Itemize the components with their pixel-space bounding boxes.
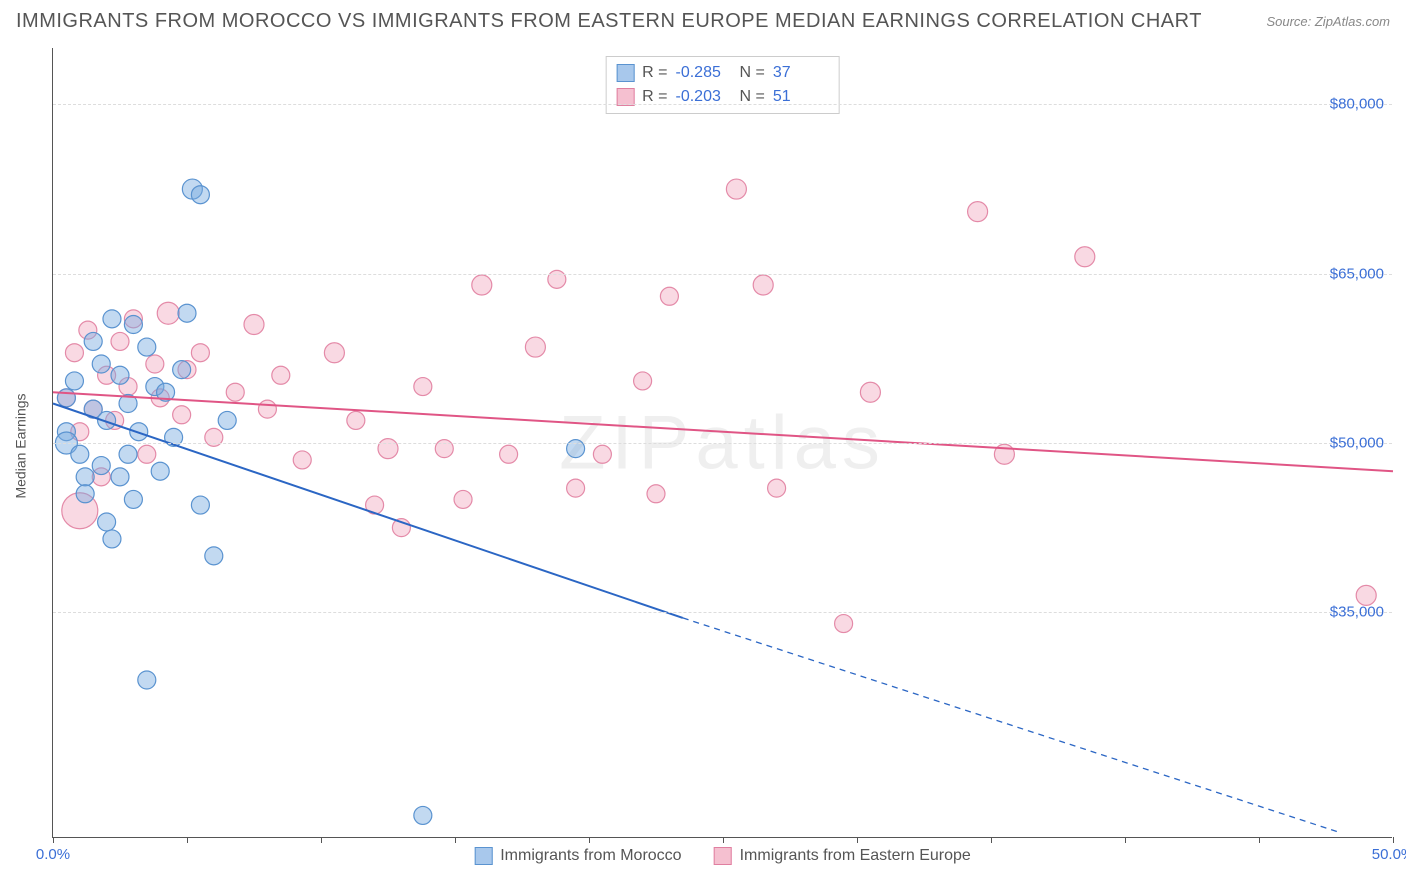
point-morocco xyxy=(57,389,75,407)
point-eastern xyxy=(525,337,545,357)
x-tick xyxy=(455,837,456,843)
point-eastern xyxy=(472,275,492,295)
x-tick xyxy=(589,837,590,843)
point-morocco xyxy=(138,338,156,356)
point-morocco xyxy=(124,316,142,334)
point-morocco xyxy=(119,445,137,463)
point-eastern xyxy=(65,344,83,362)
point-morocco xyxy=(71,445,89,463)
x-tick xyxy=(857,837,858,843)
point-eastern xyxy=(226,383,244,401)
legend-item-morocco: Immigrants from Morocco xyxy=(474,847,681,865)
swatch-morocco xyxy=(474,847,492,865)
point-eastern xyxy=(414,378,432,396)
point-eastern xyxy=(293,451,311,469)
point-eastern xyxy=(378,439,398,459)
x-tick xyxy=(1259,837,1260,843)
point-morocco xyxy=(218,411,236,429)
x-tick xyxy=(53,837,54,843)
source-label: Source: ZipAtlas.com xyxy=(1266,14,1390,29)
point-morocco xyxy=(191,496,209,514)
point-eastern xyxy=(111,332,129,350)
title-row: IMMIGRANTS FROM MOROCCO VS IMMIGRANTS FR… xyxy=(16,10,1390,33)
y-axis-label: Median Earnings xyxy=(13,393,29,498)
x-tick xyxy=(187,837,188,843)
point-morocco xyxy=(92,355,110,373)
legend-label-morocco: Immigrants from Morocco xyxy=(500,847,681,865)
x-tick-label: 50.0% xyxy=(1372,846,1406,863)
point-eastern xyxy=(726,179,746,199)
x-tick xyxy=(723,837,724,843)
point-eastern xyxy=(138,445,156,463)
point-eastern xyxy=(1075,247,1095,267)
point-eastern xyxy=(1356,585,1376,605)
point-morocco xyxy=(191,186,209,204)
point-morocco xyxy=(205,547,223,565)
point-eastern xyxy=(272,366,290,384)
y-tick-label: $65,000 xyxy=(1330,265,1384,282)
point-eastern xyxy=(567,479,585,497)
point-morocco xyxy=(92,457,110,475)
point-eastern xyxy=(157,302,179,324)
point-eastern xyxy=(634,372,652,390)
x-tick xyxy=(1393,837,1394,843)
x-tick xyxy=(321,837,322,843)
point-morocco xyxy=(76,485,94,503)
chart-title: IMMIGRANTS FROM MOROCCO VS IMMIGRANTS FR… xyxy=(16,10,1202,33)
point-eastern xyxy=(173,406,191,424)
point-eastern xyxy=(835,615,853,633)
point-eastern xyxy=(324,343,344,363)
point-morocco xyxy=(65,372,83,390)
point-eastern xyxy=(454,490,472,508)
point-eastern xyxy=(191,344,209,362)
legend-label-eastern: Immigrants from Eastern Europe xyxy=(740,847,971,865)
point-eastern xyxy=(258,400,276,418)
gridline xyxy=(53,443,1392,444)
y-tick-label: $80,000 xyxy=(1330,96,1384,113)
series-legend: Immigrants from Morocco Immigrants from … xyxy=(474,847,971,865)
point-eastern xyxy=(593,445,611,463)
point-morocco xyxy=(124,490,142,508)
point-eastern xyxy=(768,479,786,497)
swatch-eastern xyxy=(714,847,732,865)
point-morocco xyxy=(138,671,156,689)
point-morocco xyxy=(173,361,191,379)
point-eastern xyxy=(146,355,164,373)
gridline xyxy=(53,274,1392,275)
point-eastern xyxy=(968,202,988,222)
point-morocco xyxy=(151,462,169,480)
y-tick-label: $35,000 xyxy=(1330,604,1384,621)
gridline xyxy=(53,612,1392,613)
point-eastern xyxy=(660,287,678,305)
point-eastern xyxy=(753,275,773,295)
point-eastern xyxy=(647,485,665,503)
point-eastern xyxy=(500,445,518,463)
point-eastern xyxy=(860,382,880,402)
point-eastern xyxy=(244,315,264,335)
x-tick xyxy=(1125,837,1126,843)
point-morocco xyxy=(84,332,102,350)
plot-area: ZIPatlas R = -0.285 N = 37 R = -0.203 N … xyxy=(52,48,1392,838)
point-morocco xyxy=(76,468,94,486)
point-morocco xyxy=(103,530,121,548)
x-tick-label: 0.0% xyxy=(36,846,70,863)
x-tick xyxy=(991,837,992,843)
point-morocco xyxy=(414,806,432,824)
gridline xyxy=(53,104,1392,105)
legend-item-eastern: Immigrants from Eastern Europe xyxy=(714,847,971,865)
y-tick-label: $50,000 xyxy=(1330,435,1384,452)
chart-container: IMMIGRANTS FROM MOROCCO VS IMMIGRANTS FR… xyxy=(0,0,1406,892)
point-morocco xyxy=(98,513,116,531)
point-morocco xyxy=(111,468,129,486)
point-morocco xyxy=(103,310,121,328)
point-morocco xyxy=(178,304,196,322)
point-eastern xyxy=(347,411,365,429)
point-morocco xyxy=(111,366,129,384)
